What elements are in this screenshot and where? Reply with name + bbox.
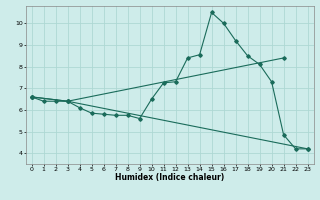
X-axis label: Humidex (Indice chaleur): Humidex (Indice chaleur)	[115, 173, 224, 182]
